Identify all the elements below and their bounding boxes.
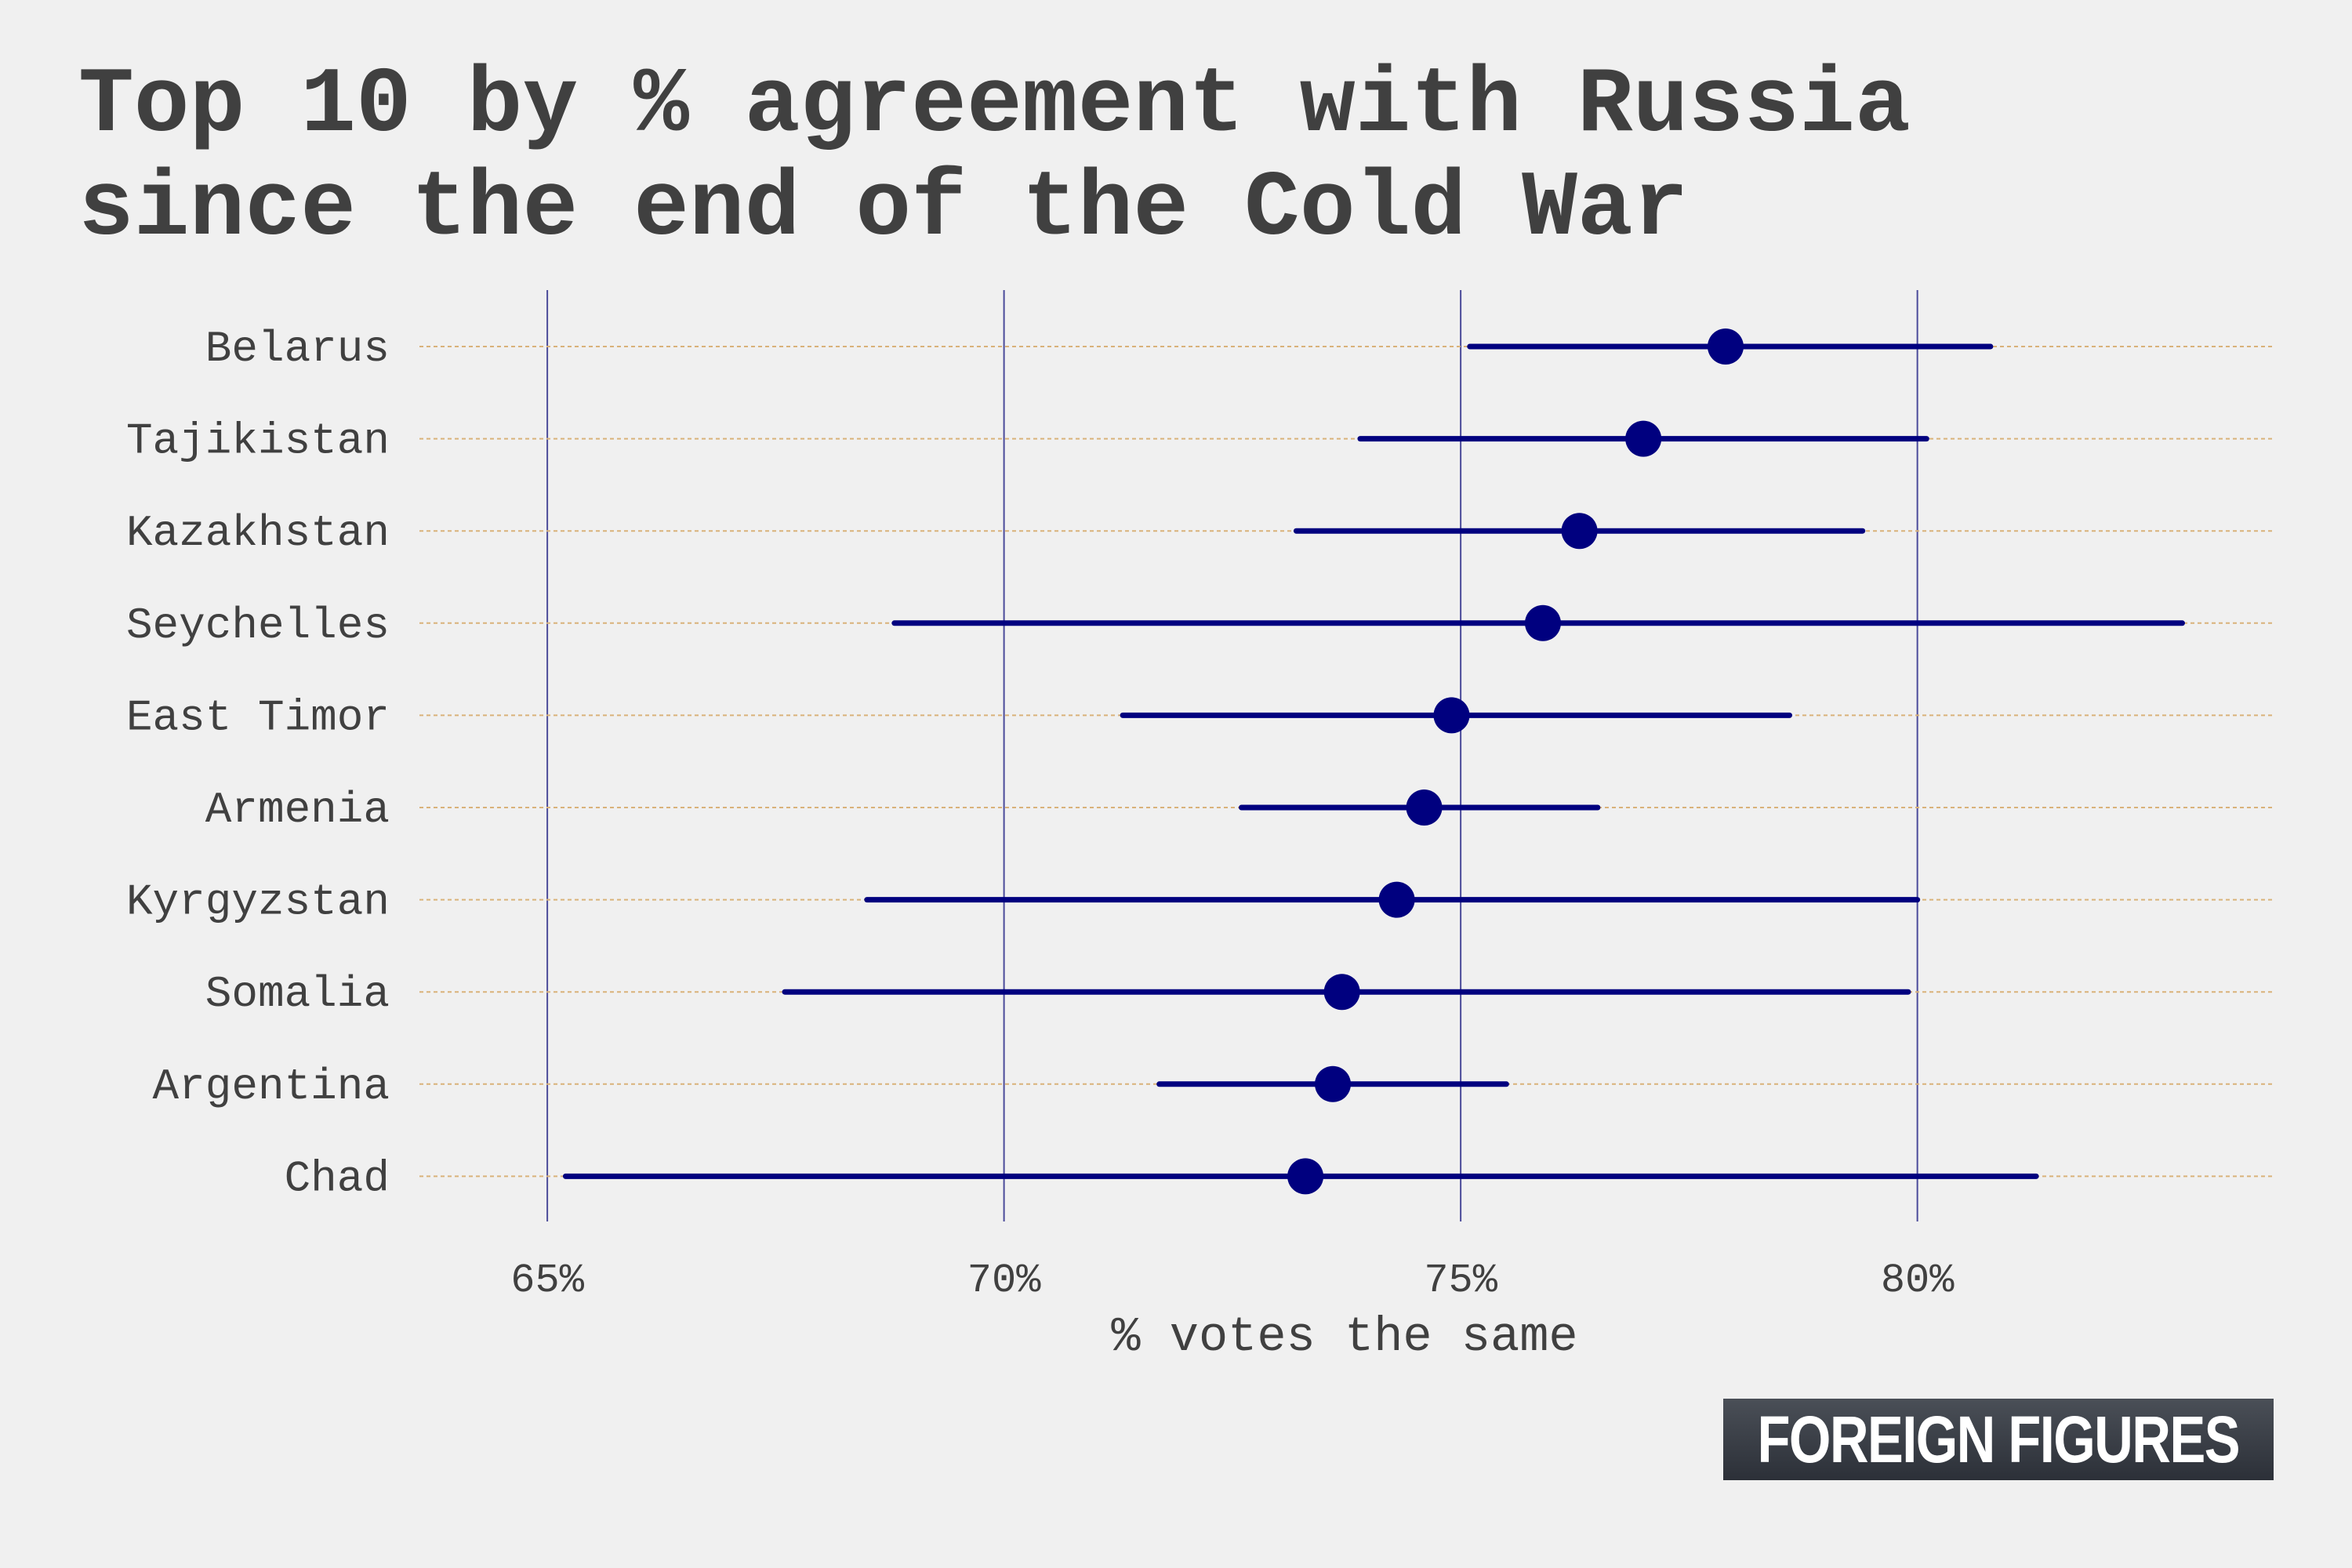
- y-axis-label: Kazakhstan: [126, 508, 390, 558]
- y-axis-label: Seychelles: [126, 601, 390, 651]
- point-marker: [1524, 604, 1561, 641]
- x-tick-label: 80%: [1881, 1258, 1955, 1304]
- point-marker: [1287, 1158, 1324, 1195]
- point-marker: [1315, 1065, 1352, 1102]
- y-axis-label: Tajikistan: [126, 416, 390, 466]
- row-guides: [419, 346, 2274, 1178]
- chart-title-line-1: Top 10 by % agreement with Russia: [78, 54, 1911, 158]
- point-markers: [1287, 328, 1744, 1195]
- vertical-gridlines: [546, 290, 1918, 1221]
- y-axis-labels: Belarus Tajikistan Kazakhstan Seychelles Eas…: [126, 324, 390, 1203]
- chart-title: Top 10 by % agreement with Russia since …: [78, 55, 2274, 262]
- point-marker: [1707, 328, 1744, 365]
- chart-title-line-2: since the end of the Cold War: [78, 158, 1689, 262]
- foreign-figures-logo: FOREIGN FIGURES: [1723, 1399, 2274, 1480]
- point-marker: [1406, 789, 1443, 826]
- x-tick-label: 75%: [1424, 1258, 1497, 1304]
- x-tick-label: 70%: [967, 1258, 1041, 1304]
- point-marker: [1323, 974, 1360, 1011]
- x-axis-tick-labels: 65% 70% 75% 80%: [510, 1258, 1955, 1304]
- interval-lines: [562, 343, 2185, 1179]
- point-marker: [1433, 697, 1470, 734]
- y-axis-label: Armenia: [205, 785, 390, 835]
- logo-text: FOREIGN FIGURES: [1757, 1402, 2241, 1476]
- point-marker: [1378, 881, 1415, 918]
- y-axis-label: Chad: [285, 1153, 390, 1203]
- point-marker: [1561, 513, 1598, 550]
- y-axis-label: East Timor: [126, 692, 390, 742]
- y-axis-label: Somalia: [205, 969, 390, 1019]
- x-tick-label: 65%: [510, 1258, 584, 1304]
- y-axis-label: Argentina: [153, 1062, 390, 1112]
- x-axis-label: % votes the same: [1111, 1309, 1577, 1365]
- y-axis-label: Kyrgyzstan: [126, 877, 390, 927]
- y-axis-label: Belarus: [205, 324, 390, 374]
- point-marker: [1625, 420, 1662, 457]
